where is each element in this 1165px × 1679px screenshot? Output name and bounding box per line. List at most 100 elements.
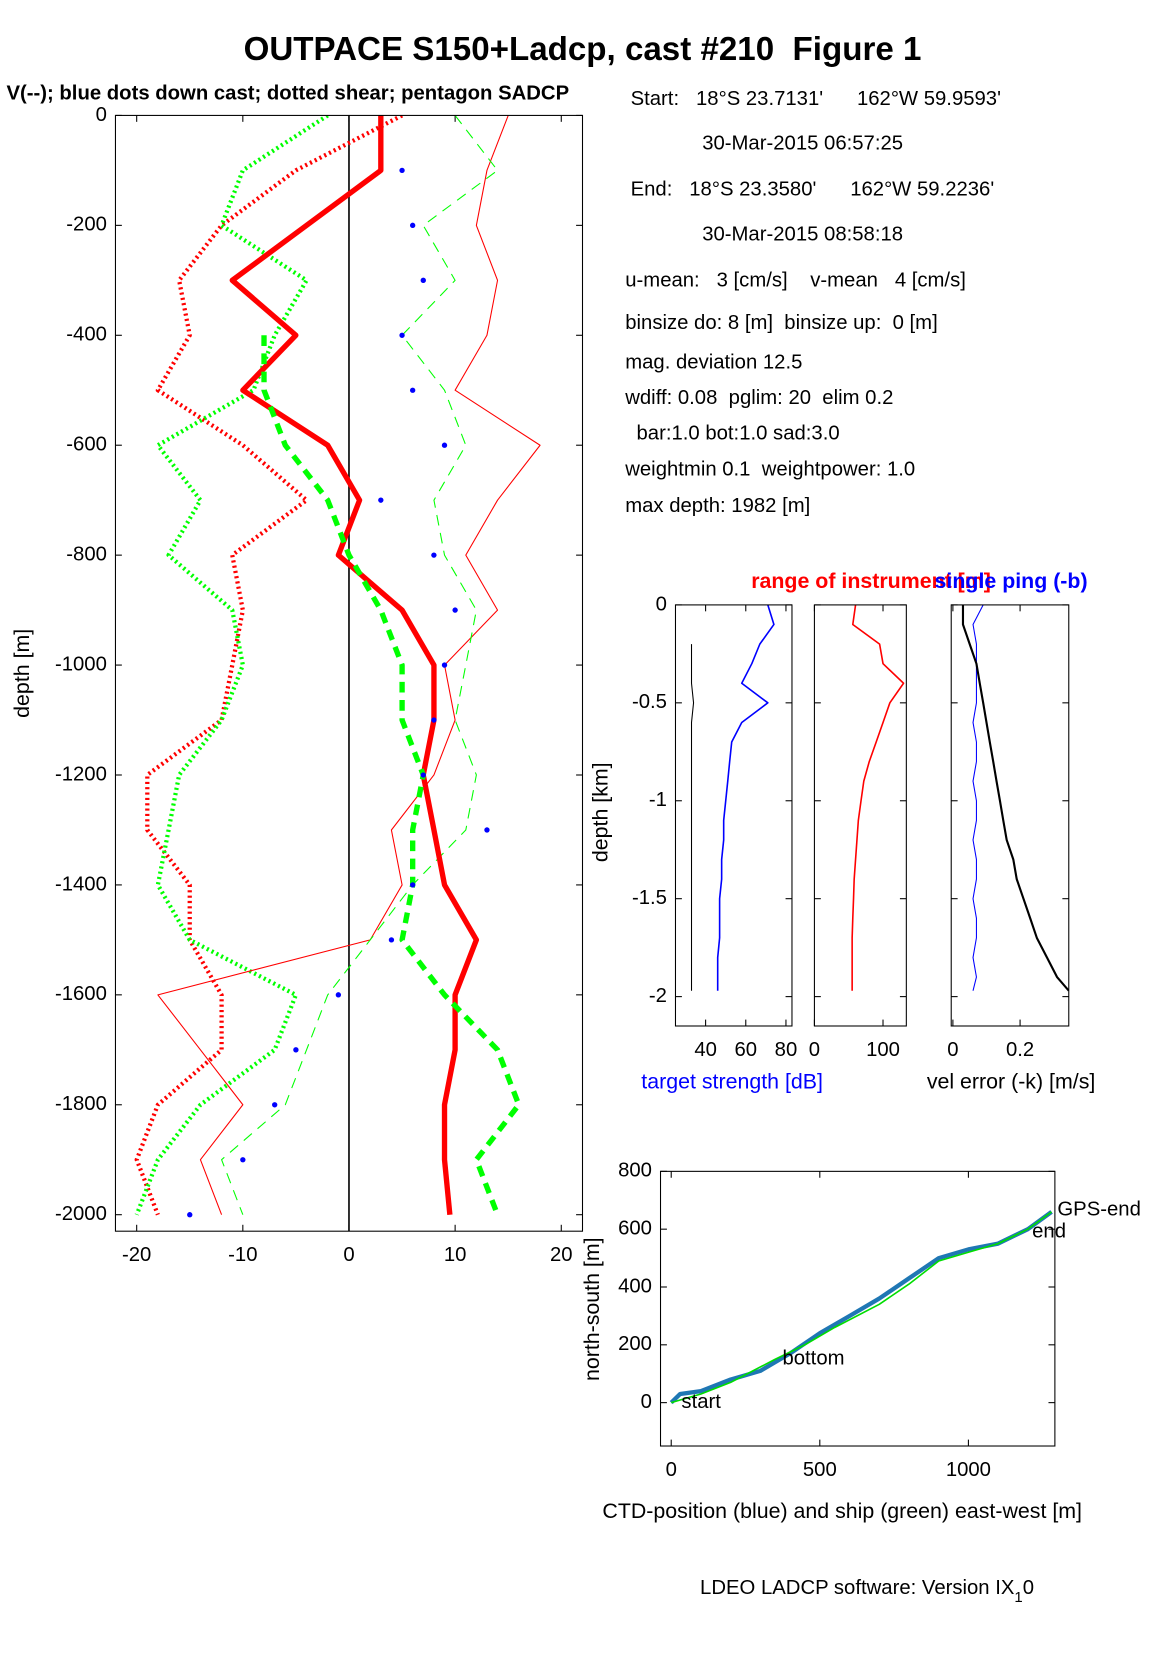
footer-tail: 0 <box>1023 1578 1034 1600</box>
info-line: max depth: 1982 [m] <box>625 495 810 517</box>
y-tick-label: 800 <box>618 1160 652 1182</box>
y-tick-label: 400 <box>618 1275 652 1297</box>
x-tick-label: 0 <box>809 1039 820 1061</box>
down-cast-dot <box>431 552 437 558</box>
series-line <box>851 604 905 991</box>
annotation: bottom <box>782 1348 844 1370</box>
down-cast-dot <box>272 1102 278 1108</box>
series-line <box>229 115 480 1215</box>
series-line <box>134 115 329 1216</box>
y-tick-label: -0.5 <box>632 691 667 713</box>
y-tick-label: -2000 <box>55 1203 107 1225</box>
plot-area <box>675 604 792 1026</box>
x-tick-label: 10 <box>444 1244 467 1266</box>
x-tick-label: 20 <box>550 1244 573 1266</box>
y-axis-label: depth [m] <box>10 629 34 718</box>
info-line: weightmin 0.1 weightpower: 1.0 <box>624 459 915 481</box>
panel-title: range of instrument [m] <box>751 569 991 593</box>
down-cast-dot <box>399 332 405 338</box>
series-line <box>221 115 499 1215</box>
series-line <box>690 644 695 991</box>
annotation: GPS-end <box>1057 1199 1141 1221</box>
down-cast-dot <box>335 992 342 998</box>
y-tick-label: -1600 <box>55 983 107 1005</box>
down-cast-dot <box>441 442 448 448</box>
x-tick-label: -10 <box>228 1244 257 1266</box>
down-cast-dot <box>420 277 426 283</box>
footer-text: LDEO LADCP software: Version IX <box>700 1578 1015 1600</box>
plot-area <box>951 604 1069 1026</box>
y-tick-label: -1.5 <box>632 887 667 909</box>
y-tick-label: 200 <box>618 1333 652 1355</box>
x-tick-label: 0 <box>947 1039 958 1061</box>
down-cast-dot <box>293 1047 299 1053</box>
down-cast-dot <box>378 497 384 503</box>
axes-box <box>813 604 907 1027</box>
info-line: bar:1.0 bot:1.0 sad:3.0 <box>625 422 839 444</box>
subtitle: V(--); blue dots down cast; dotted shear… <box>6 82 569 104</box>
series-line <box>961 604 1069 992</box>
down-cast-dot <box>399 167 405 174</box>
down-cast-dot <box>409 387 416 393</box>
y-axis-label: depth [km] <box>588 762 612 862</box>
y-tick-label: -600 <box>66 434 107 456</box>
plot-area <box>814 604 907 1026</box>
x-tick-label: 0 <box>666 1459 677 1481</box>
axes-box <box>114 114 584 1232</box>
y-tick-label: -200 <box>66 214 107 236</box>
down-cast-dot <box>441 662 448 668</box>
y-tick-label: 0 <box>96 104 107 126</box>
y-axis-label: north-south [m] <box>580 1237 604 1381</box>
panel-title: single ping (-b) <box>935 569 1088 593</box>
x-tick-label: 80 <box>775 1039 798 1061</box>
y-tick-label: -1000 <box>55 653 107 675</box>
annotation: start <box>681 1391 721 1413</box>
footer-sub: 1 <box>1014 1589 1022 1606</box>
x-tick-label: 60 <box>734 1039 757 1061</box>
down-cast-dot <box>420 772 426 778</box>
down-cast-dot <box>240 1157 246 1163</box>
axes-box <box>674 604 793 1027</box>
x-tick-label: 500 <box>803 1459 837 1481</box>
y-tick-label: -400 <box>66 324 107 346</box>
x-axis-label: vel error (-k) [m/s] <box>927 1069 1095 1093</box>
y-tick-label: -2 <box>649 985 667 1007</box>
x-tick-label: 40 <box>694 1039 717 1061</box>
annotation: end <box>1032 1220 1066 1242</box>
x-tick-label: 100 <box>866 1039 900 1061</box>
info-line: wdiff: 0.08 pglim: 20 elim 0.2 <box>624 387 893 409</box>
axes-box <box>659 1170 1056 1447</box>
plot-area <box>660 1171 1055 1447</box>
x-axis-label: CTD-position (blue) and ship (green) eas… <box>602 1499 1082 1523</box>
info-line: u-mean: 3 [cm/s] v-mean 4 [cm/s] <box>625 269 966 291</box>
x-axis-label: target strength [dB] <box>641 1069 823 1093</box>
down-cast-dot <box>452 607 458 613</box>
info-line: 30-Mar-2015 08:58:18 <box>702 223 903 245</box>
info-line: 30-Mar-2015 06:57:25 <box>702 133 903 155</box>
x-tick-label: 0 <box>343 1244 354 1266</box>
y-tick-label: -800 <box>66 543 107 565</box>
series-line <box>669 1210 1053 1405</box>
x-tick-label: 1000 <box>946 1459 991 1481</box>
down-cast-dot <box>187 1212 193 1218</box>
series-line <box>972 604 984 991</box>
footer: LDEO LADCP software: Version IX10 <box>700 1578 1034 1606</box>
down-cast-dot <box>484 827 490 833</box>
down-cast-dot <box>431 717 437 723</box>
y-tick-label: -1800 <box>55 1093 107 1115</box>
info-line: binsize do: 8 [m] binsize up: 0 [m] <box>625 312 938 334</box>
y-tick-label: -1400 <box>55 873 107 895</box>
x-tick-label: -20 <box>122 1244 151 1266</box>
y-tick-label: 600 <box>618 1218 652 1240</box>
figure-title: OUTPACE S150+Ladcp, cast #210 Figure 1 <box>244 31 922 68</box>
info-line: mag. deviation 12.5 <box>625 352 802 374</box>
axes-box <box>950 604 1070 1027</box>
info-line: End: 18°S 23.3580' 162°W 59.2236' <box>631 179 995 201</box>
y-tick-label: -1200 <box>55 763 107 785</box>
series-line <box>670 1211 1053 1404</box>
down-cast-dot <box>409 222 416 229</box>
y-tick-label: -1 <box>649 789 667 811</box>
down-cast-dot <box>409 882 416 888</box>
info-line: Start: 18°S 23.7131' 162°W 59.9593' <box>631 88 1001 110</box>
